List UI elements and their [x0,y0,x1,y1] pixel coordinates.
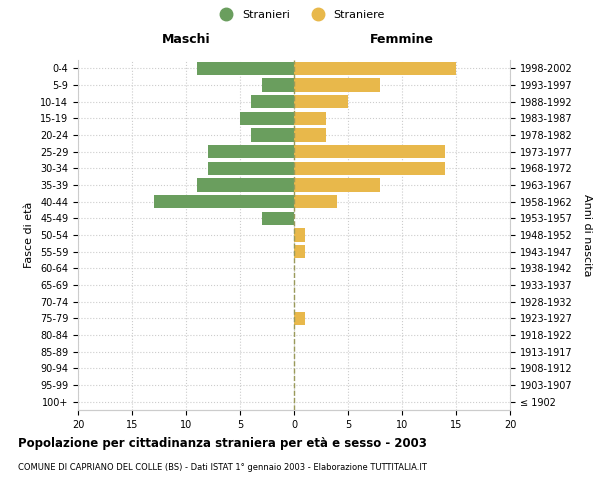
Y-axis label: Anni di nascita: Anni di nascita [582,194,592,276]
Bar [294,78,380,92]
Bar [294,145,445,158]
Bar [240,112,294,125]
Bar [197,62,294,75]
Bar [262,212,294,225]
Bar [154,195,294,208]
Text: Femmine: Femmine [370,33,434,46]
Legend: Stranieri, Straniere: Stranieri, Straniere [211,6,389,25]
Text: Maschi: Maschi [161,33,211,46]
Bar [294,112,326,125]
Bar [294,128,326,141]
Bar [294,245,305,258]
Bar [251,95,294,108]
Bar [294,178,380,192]
Bar [294,62,456,75]
Bar [294,195,337,208]
Bar [294,162,445,175]
Bar [294,312,305,325]
Bar [208,145,294,158]
Bar [208,162,294,175]
Bar [262,78,294,92]
Bar [294,228,305,241]
Y-axis label: Fasce di età: Fasce di età [25,202,34,268]
Text: Popolazione per cittadinanza straniera per età e sesso - 2003: Popolazione per cittadinanza straniera p… [18,438,427,450]
Bar [294,95,348,108]
Bar [197,178,294,192]
Text: COMUNE DI CAPRIANO DEL COLLE (BS) - Dati ISTAT 1° gennaio 2003 - Elaborazione TU: COMUNE DI CAPRIANO DEL COLLE (BS) - Dati… [18,462,427,471]
Bar [251,128,294,141]
